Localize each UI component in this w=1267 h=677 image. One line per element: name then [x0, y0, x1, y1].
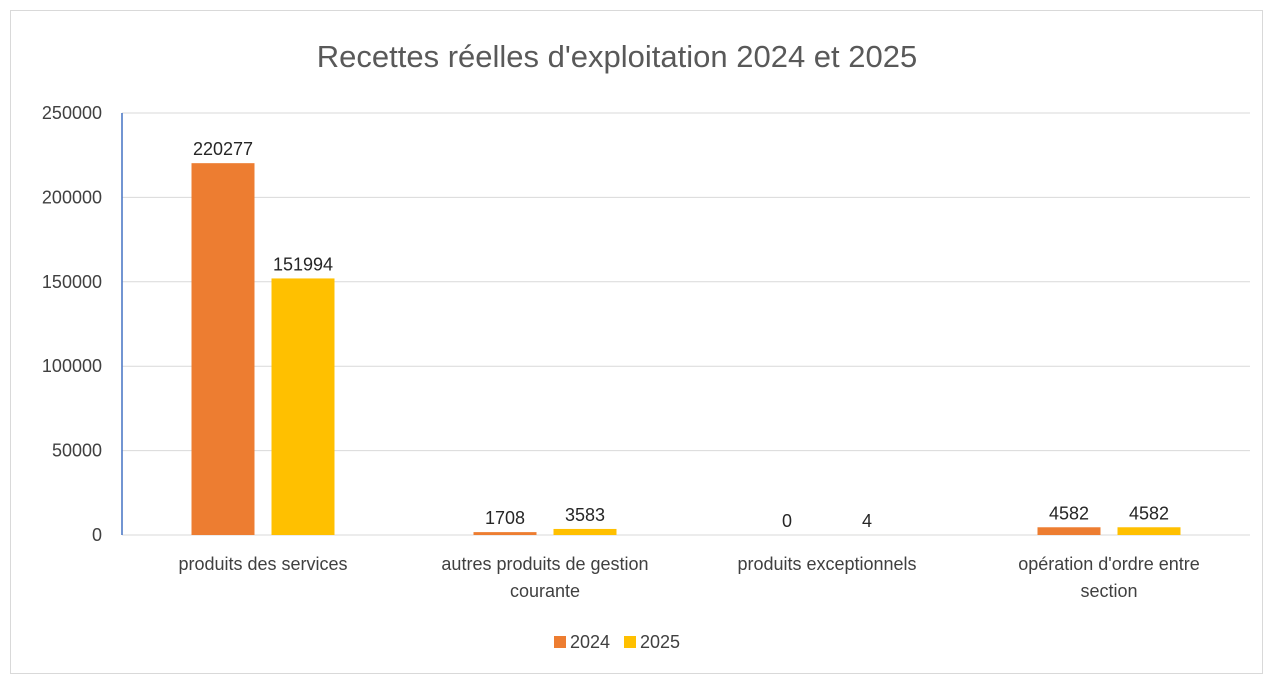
data-label: 220277 [193, 139, 253, 159]
y-tick-label: 0 [92, 525, 102, 545]
bars [191, 163, 1181, 535]
y-tick-label: 100000 [42, 356, 102, 376]
legend-label: 2025 [640, 632, 680, 652]
chart-title: Recettes réelles d'exploitation 2024 et … [317, 39, 918, 74]
data-labels: 220277 151994 1708 3583 0 4 4582 4582 [193, 139, 1169, 531]
x-tick-label: courante [510, 581, 580, 601]
y-tick-label: 200000 [42, 187, 102, 207]
legend-swatch-2024 [554, 636, 566, 648]
x-axis-labels: produits des services autres produits de … [178, 554, 1199, 601]
data-label: 4582 [1129, 503, 1169, 523]
x-tick-label: autres produits de gestion [441, 554, 648, 574]
x-tick-label: section [1080, 581, 1137, 601]
data-label: 151994 [273, 254, 333, 274]
data-label: 4582 [1049, 503, 1089, 523]
bar-2024 [1037, 527, 1101, 535]
data-label: 4 [862, 511, 872, 531]
bar-2024 [191, 163, 255, 535]
legend-swatch-2025 [624, 636, 636, 648]
y-tick-label: 250000 [42, 103, 102, 123]
data-label: 0 [782, 511, 792, 531]
data-label: 3583 [565, 505, 605, 525]
legend-label: 2024 [570, 632, 610, 652]
bar-2025 [1117, 527, 1181, 535]
data-label: 1708 [485, 508, 525, 528]
axes: 0 50000 100000 150000 200000 250000 [42, 103, 123, 545]
y-tick-label: 50000 [52, 441, 102, 461]
x-tick-label: produits exceptionnels [737, 554, 916, 574]
y-tick-label: 150000 [42, 272, 102, 292]
legend: 2024 2025 [554, 632, 680, 652]
bar-2025 [553, 528, 617, 535]
bar-2025 [271, 278, 335, 535]
x-tick-label: produits des services [178, 554, 347, 574]
x-tick-label: opération d'ordre entre [1018, 554, 1200, 574]
bar-2024 [473, 532, 537, 535]
